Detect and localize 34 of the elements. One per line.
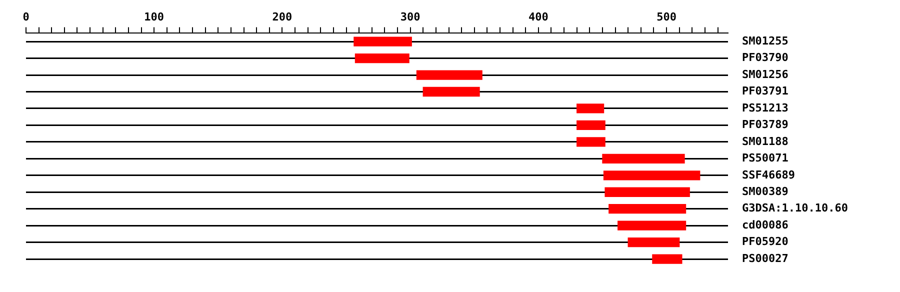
x-tick-label: 0 [22,10,30,24]
bar [603,170,700,180]
bar [576,137,606,147]
y-tick-label: PS51213 [742,101,788,114]
bar [604,187,690,197]
y-tick-label: SM01256 [742,68,789,81]
y-tick-label: SM01188 [742,134,788,148]
bar [354,53,410,64]
x-tick-label: 500 [656,10,676,24]
y-tick-label: PF05920 [742,235,788,248]
bar [576,104,604,114]
y-tick-label: PF03790 [742,51,788,64]
bar [602,154,685,164]
bar [416,70,482,80]
bar [354,36,412,46]
bar [652,254,682,264]
bar [422,86,480,97]
y-tick-label: SSF46689 [742,168,796,182]
y-tick-label: PS50071 [742,152,789,165]
bar [576,120,606,130]
x-tick-label: 400 [528,10,548,24]
bar [618,220,686,230]
bar [628,237,680,248]
x-tick-label: 100 [144,10,164,24]
y-tick-label: G3DSA:1.10.10.60 [742,202,848,215]
y-tick-label: PF03791 [742,84,789,98]
y-tick-label: SM00389 [742,184,788,198]
y-tick-label: cd00086 [742,218,789,232]
y-tick-label: PF03789 [742,118,788,132]
x-tick-label: 200 [272,10,292,24]
bar [608,204,686,214]
x-tick-label: 300 [400,10,420,24]
y-tick-label: SM01255 [742,34,788,48]
y-tick-label: PS00027 [742,252,788,265]
